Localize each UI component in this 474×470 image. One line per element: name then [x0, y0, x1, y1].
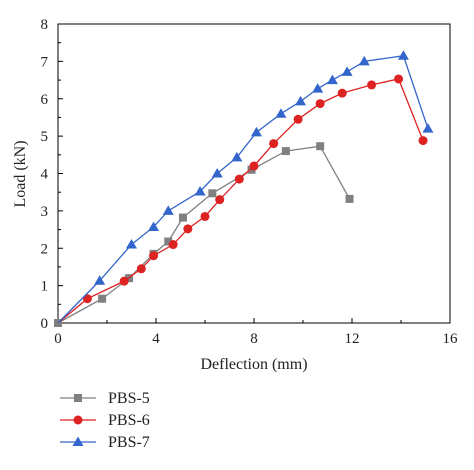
data-point-pbs-5	[281, 147, 290, 156]
data-point-pbs-7	[295, 95, 307, 106]
data-point-pbs-6	[269, 139, 279, 149]
y-tick-label: 4	[41, 167, 49, 183]
y-tick-label: 0	[41, 316, 49, 332]
data-point-pbs-7	[312, 83, 324, 93]
data-point-pbs-6	[82, 294, 92, 304]
data-point-pbs-6	[200, 211, 210, 221]
data-point-pbs-6	[337, 88, 347, 98]
data-point-pbs-7	[231, 151, 243, 162]
data-point-pbs-6	[119, 276, 129, 286]
series-pbs-7	[57, 50, 434, 324]
data-point-pbs-7	[162, 205, 174, 215]
data-point-pbs-7	[250, 126, 262, 137]
legend-item-pbs-7: PBS-7	[60, 434, 150, 451]
x-tick-label: 16	[443, 331, 459, 347]
data-point-pbs-6	[394, 74, 404, 84]
data-point-pbs-5	[345, 194, 354, 203]
data-point-pbs-5	[208, 189, 217, 198]
series-layer	[54, 50, 434, 327]
data-point-pbs-5	[98, 294, 107, 303]
y-tick-label: 2	[41, 241, 49, 257]
data-point-pbs-7	[358, 55, 370, 66]
data-point-pbs-5	[178, 213, 187, 222]
data-point-pbs-6	[234, 174, 244, 184]
data-point-pbs-7	[275, 108, 287, 118]
y-tick-label: 7	[41, 54, 49, 70]
y-axis-label: Load (kN)	[12, 140, 29, 207]
data-point-pbs-7	[194, 185, 206, 196]
series-pbs-5	[54, 142, 354, 327]
data-point-pbs-6	[183, 224, 193, 234]
legend-marker-pbs-7	[72, 436, 84, 446]
data-point-pbs-5	[316, 142, 325, 151]
y-tick-label: 5	[41, 129, 49, 145]
y-tick-label: 8	[41, 17, 49, 33]
data-point-pbs-7	[326, 74, 338, 85]
legend-item-pbs-5: PBS-5	[60, 390, 150, 407]
data-point-pbs-7	[94, 275, 106, 285]
x-tick-label: 0	[54, 331, 62, 347]
series-line-pbs-6	[57, 78, 424, 324]
x-axis-label: Deflection (mm)	[200, 356, 307, 373]
x-tick-label: 12	[345, 331, 360, 347]
legend-label-pbs-7: PBS-7	[108, 434, 150, 451]
data-point-pbs-6	[367, 80, 377, 90]
data-point-pbs-6	[249, 161, 259, 171]
series-line-pbs-7	[57, 55, 429, 324]
legend-label-pbs-5: PBS-5	[108, 390, 150, 407]
data-point-pbs-5	[164, 237, 173, 246]
x-tick-label: 8	[250, 331, 258, 347]
legend-item-pbs-6: PBS-6	[60, 412, 150, 429]
data-point-pbs-7	[341, 66, 353, 76]
legend-label-pbs-6: PBS-6	[108, 412, 150, 429]
y-tick-label: 1	[41, 279, 49, 295]
data-point-pbs-6	[168, 240, 178, 250]
legend-marker-pbs-6	[73, 415, 83, 425]
x-ticks: 0 4 8 12 16	[54, 318, 458, 347]
series-pbs-6	[57, 74, 428, 324]
y-tick-label: 3	[41, 204, 49, 220]
data-point-pbs-6	[136, 264, 146, 274]
data-point-pbs-6	[149, 251, 159, 261]
y-tick-label: 6	[41, 92, 49, 108]
legend: PBS-5 PBS-6 PBS-7	[60, 390, 150, 451]
data-point-pbs-7	[397, 50, 409, 60]
data-point-pbs-7	[211, 168, 223, 178]
y-ticks: 0 1 2 3 4 5 6 7 8	[41, 17, 63, 332]
data-point-pbs-6	[215, 195, 225, 205]
data-point-pbs-7	[148, 221, 160, 231]
legend-marker-pbs-5	[74, 394, 82, 402]
data-point-pbs-7	[126, 239, 137, 249]
data-point-pbs-7	[422, 123, 434, 133]
data-point-pbs-6	[418, 136, 428, 146]
data-point-pbs-6	[315, 99, 325, 109]
x-tick-label: 4	[152, 331, 160, 347]
data-point-pbs-6	[293, 114, 303, 124]
